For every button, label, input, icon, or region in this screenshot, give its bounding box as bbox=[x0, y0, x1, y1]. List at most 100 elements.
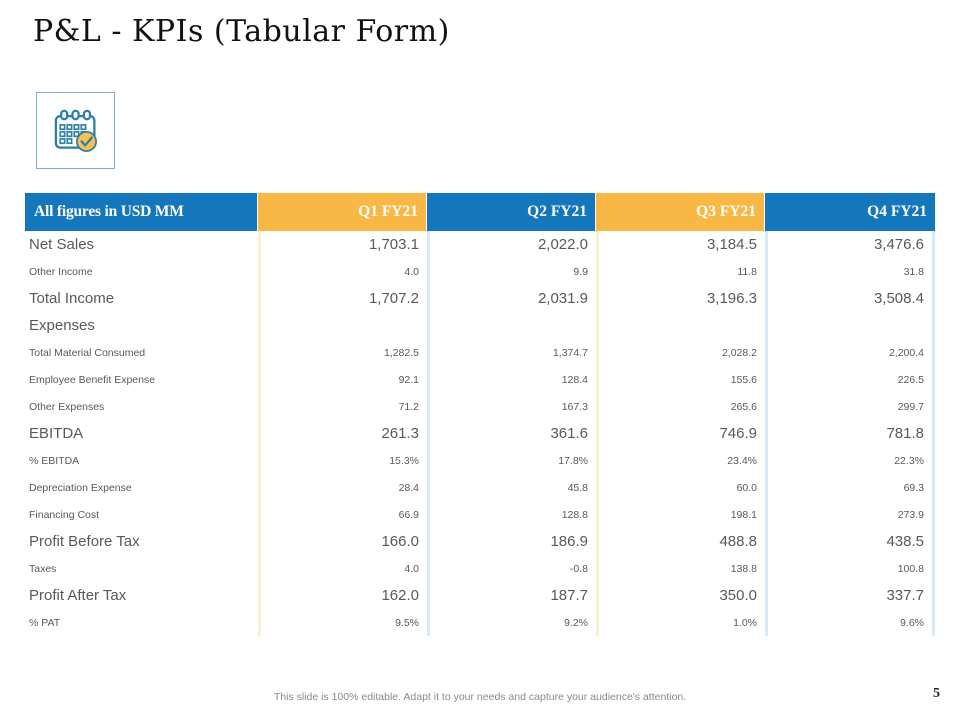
table-row-ebitda: EBITDA 261.3 361.6 746.9 781.8 bbox=[25, 420, 936, 447]
row-label: Depreciation Expense bbox=[29, 481, 132, 494]
cell-value: 167.3 bbox=[427, 393, 596, 420]
table-row-pat: % PAT 9.5% 9.2% 1.0% 9.6% bbox=[25, 609, 936, 636]
cell-value: 361.6 bbox=[427, 420, 596, 447]
table-header-label: All figures in USD MM bbox=[25, 193, 258, 231]
cell-value: 17.8% bbox=[427, 447, 596, 474]
calendar-icon-box bbox=[36, 92, 115, 169]
cell-value bbox=[427, 312, 596, 339]
table-header-q4-fy21: Q4 FY21 bbox=[765, 193, 935, 231]
cell-value: 488.8 bbox=[596, 528, 765, 555]
cell-value: 11.8 bbox=[596, 258, 765, 285]
table-header-row: All figures in USD MM Q1 FY21 Q2 FY21 Q3 FY… bbox=[25, 193, 936, 231]
table-row-expenses: Expenses bbox=[25, 312, 936, 339]
table-row-employee-benefit-expense: Employee Benefit Expense 92.1 128.4 155.6 22… bbox=[25, 366, 936, 393]
cell-value: 4.0 bbox=[258, 555, 427, 582]
table-row-total-material-consumed: Total Material Consumed 1,282.5 1,374.7 2,0… bbox=[25, 339, 936, 366]
row-label: Financing Cost bbox=[29, 508, 100, 521]
cell-value: 273.9 bbox=[765, 501, 935, 528]
kpi-table: All figures in USD MM Q1 FY21 Q2 FY21 Q3 FY… bbox=[25, 193, 936, 636]
cell-value: 198.1 bbox=[596, 501, 765, 528]
row-label: Total Income bbox=[29, 290, 115, 307]
cell-value: 1,374.7 bbox=[427, 339, 596, 366]
cell-value: 92.1 bbox=[258, 366, 427, 393]
cell-value: 299.7 bbox=[765, 393, 935, 420]
cell-value: 45.8 bbox=[427, 474, 596, 501]
footer-note: This slide is 100% editable. Adapt it to… bbox=[273, 691, 687, 703]
page-title: P&L - KPIs (Tabular Form) bbox=[33, 14, 450, 49]
row-label: Profit Before Tax bbox=[29, 533, 140, 550]
table-row-ebitda: % EBITDA 15.3% 17.8% 23.4% 22.3% bbox=[25, 447, 936, 474]
cell-value: 186.9 bbox=[427, 528, 596, 555]
cell-value: 3,476.6 bbox=[765, 231, 935, 258]
table-header-q2-fy21: Q2 FY21 bbox=[427, 193, 596, 231]
cell-value bbox=[596, 312, 765, 339]
cell-value: 337.7 bbox=[765, 582, 935, 609]
cell-value: 28.4 bbox=[258, 474, 427, 501]
cell-value: 128.8 bbox=[427, 501, 596, 528]
cell-value: 187.7 bbox=[427, 582, 596, 609]
table-header-q3-fy21: Q3 FY21 bbox=[596, 193, 765, 231]
row-label: Other Expenses bbox=[29, 400, 105, 413]
cell-value: 1,282.5 bbox=[258, 339, 427, 366]
table-row-total-income: Total Income 1,707.2 2,031.9 3,196.3 3,508.4 bbox=[25, 285, 936, 312]
cell-value: 1.0% bbox=[596, 609, 765, 636]
cell-value: 9.2% bbox=[427, 609, 596, 636]
table-row-other-expenses: Other Expenses 71.2 167.3 265.6 299.7 bbox=[25, 393, 936, 420]
row-label: Taxes bbox=[29, 562, 57, 575]
cell-value: 1,703.1 bbox=[258, 231, 427, 258]
cell-value: 22.3% bbox=[765, 447, 935, 474]
cell-value: 265.6 bbox=[596, 393, 765, 420]
cell-value: 781.8 bbox=[765, 420, 935, 447]
cell-value bbox=[765, 312, 935, 339]
cell-value: 23.4% bbox=[596, 447, 765, 474]
table-body: Net Sales 1,703.1 2,022.0 3,184.5 3,476.6 Oth… bbox=[25, 231, 936, 636]
row-label: % EBITDA bbox=[29, 454, 80, 467]
cell-value: 15.3% bbox=[258, 447, 427, 474]
cell-value: 9.6% bbox=[765, 609, 935, 636]
calendar-check-icon bbox=[54, 109, 97, 152]
row-label: Employee Benefit Expense bbox=[29, 373, 156, 386]
cell-value: 71.2 bbox=[258, 393, 427, 420]
table-row-depreciation-expense: Depreciation Expense 28.4 45.8 60.0 69.3 bbox=[25, 474, 936, 501]
cell-value: 162.0 bbox=[258, 582, 427, 609]
cell-value: 155.6 bbox=[596, 366, 765, 393]
cell-value: 9.9 bbox=[427, 258, 596, 285]
cell-value: 100.8 bbox=[765, 555, 935, 582]
cell-value: 69.3 bbox=[765, 474, 935, 501]
cell-value: 66.9 bbox=[258, 501, 427, 528]
cell-value: 60.0 bbox=[596, 474, 765, 501]
row-label: Other Income bbox=[29, 265, 93, 278]
cell-value: 2,028.2 bbox=[596, 339, 765, 366]
cell-value: 4.0 bbox=[258, 258, 427, 285]
cell-value: 746.9 bbox=[596, 420, 765, 447]
cell-value: 3,184.5 bbox=[596, 231, 765, 258]
cell-value: 9.5% bbox=[258, 609, 427, 636]
cell-value: 128.4 bbox=[427, 366, 596, 393]
cell-value: 350.0 bbox=[596, 582, 765, 609]
cell-value: -0.8 bbox=[427, 555, 596, 582]
cell-value: 438.5 bbox=[765, 528, 935, 555]
table-header-q1-fy21: Q1 FY21 bbox=[258, 193, 427, 231]
cell-value: 3,196.3 bbox=[596, 285, 765, 312]
row-label: EBITDA bbox=[29, 425, 84, 442]
row-label: Expenses bbox=[29, 317, 95, 334]
table-row-financing-cost: Financing Cost 66.9 128.8 198.1 273.9 bbox=[25, 501, 936, 528]
cell-value: 138.8 bbox=[596, 555, 765, 582]
cell-value: 1,707.2 bbox=[258, 285, 427, 312]
cell-value: 226.5 bbox=[765, 366, 935, 393]
table-row-profit-before-tax: Profit Before Tax 166.0 186.9 488.8 438.5 bbox=[25, 528, 936, 555]
table-row-taxes: Taxes 4.0 -0.8 138.8 100.8 bbox=[25, 555, 936, 582]
cell-value: 2,200.4 bbox=[765, 339, 935, 366]
cell-value: 2,022.0 bbox=[427, 231, 596, 258]
row-label: Profit After Tax bbox=[29, 587, 127, 604]
table-row-other-income: Other Income 4.0 9.9 11.8 31.8 bbox=[25, 258, 936, 285]
cell-value: 31.8 bbox=[765, 258, 935, 285]
cell-value bbox=[258, 312, 427, 339]
row-label: Net Sales bbox=[29, 236, 95, 253]
cell-value: 3,508.4 bbox=[765, 285, 935, 312]
row-label: % PAT bbox=[29, 616, 61, 629]
row-label: Total Material Consumed bbox=[29, 346, 146, 359]
cell-value: 2,031.9 bbox=[427, 285, 596, 312]
cell-value: 166.0 bbox=[258, 528, 427, 555]
